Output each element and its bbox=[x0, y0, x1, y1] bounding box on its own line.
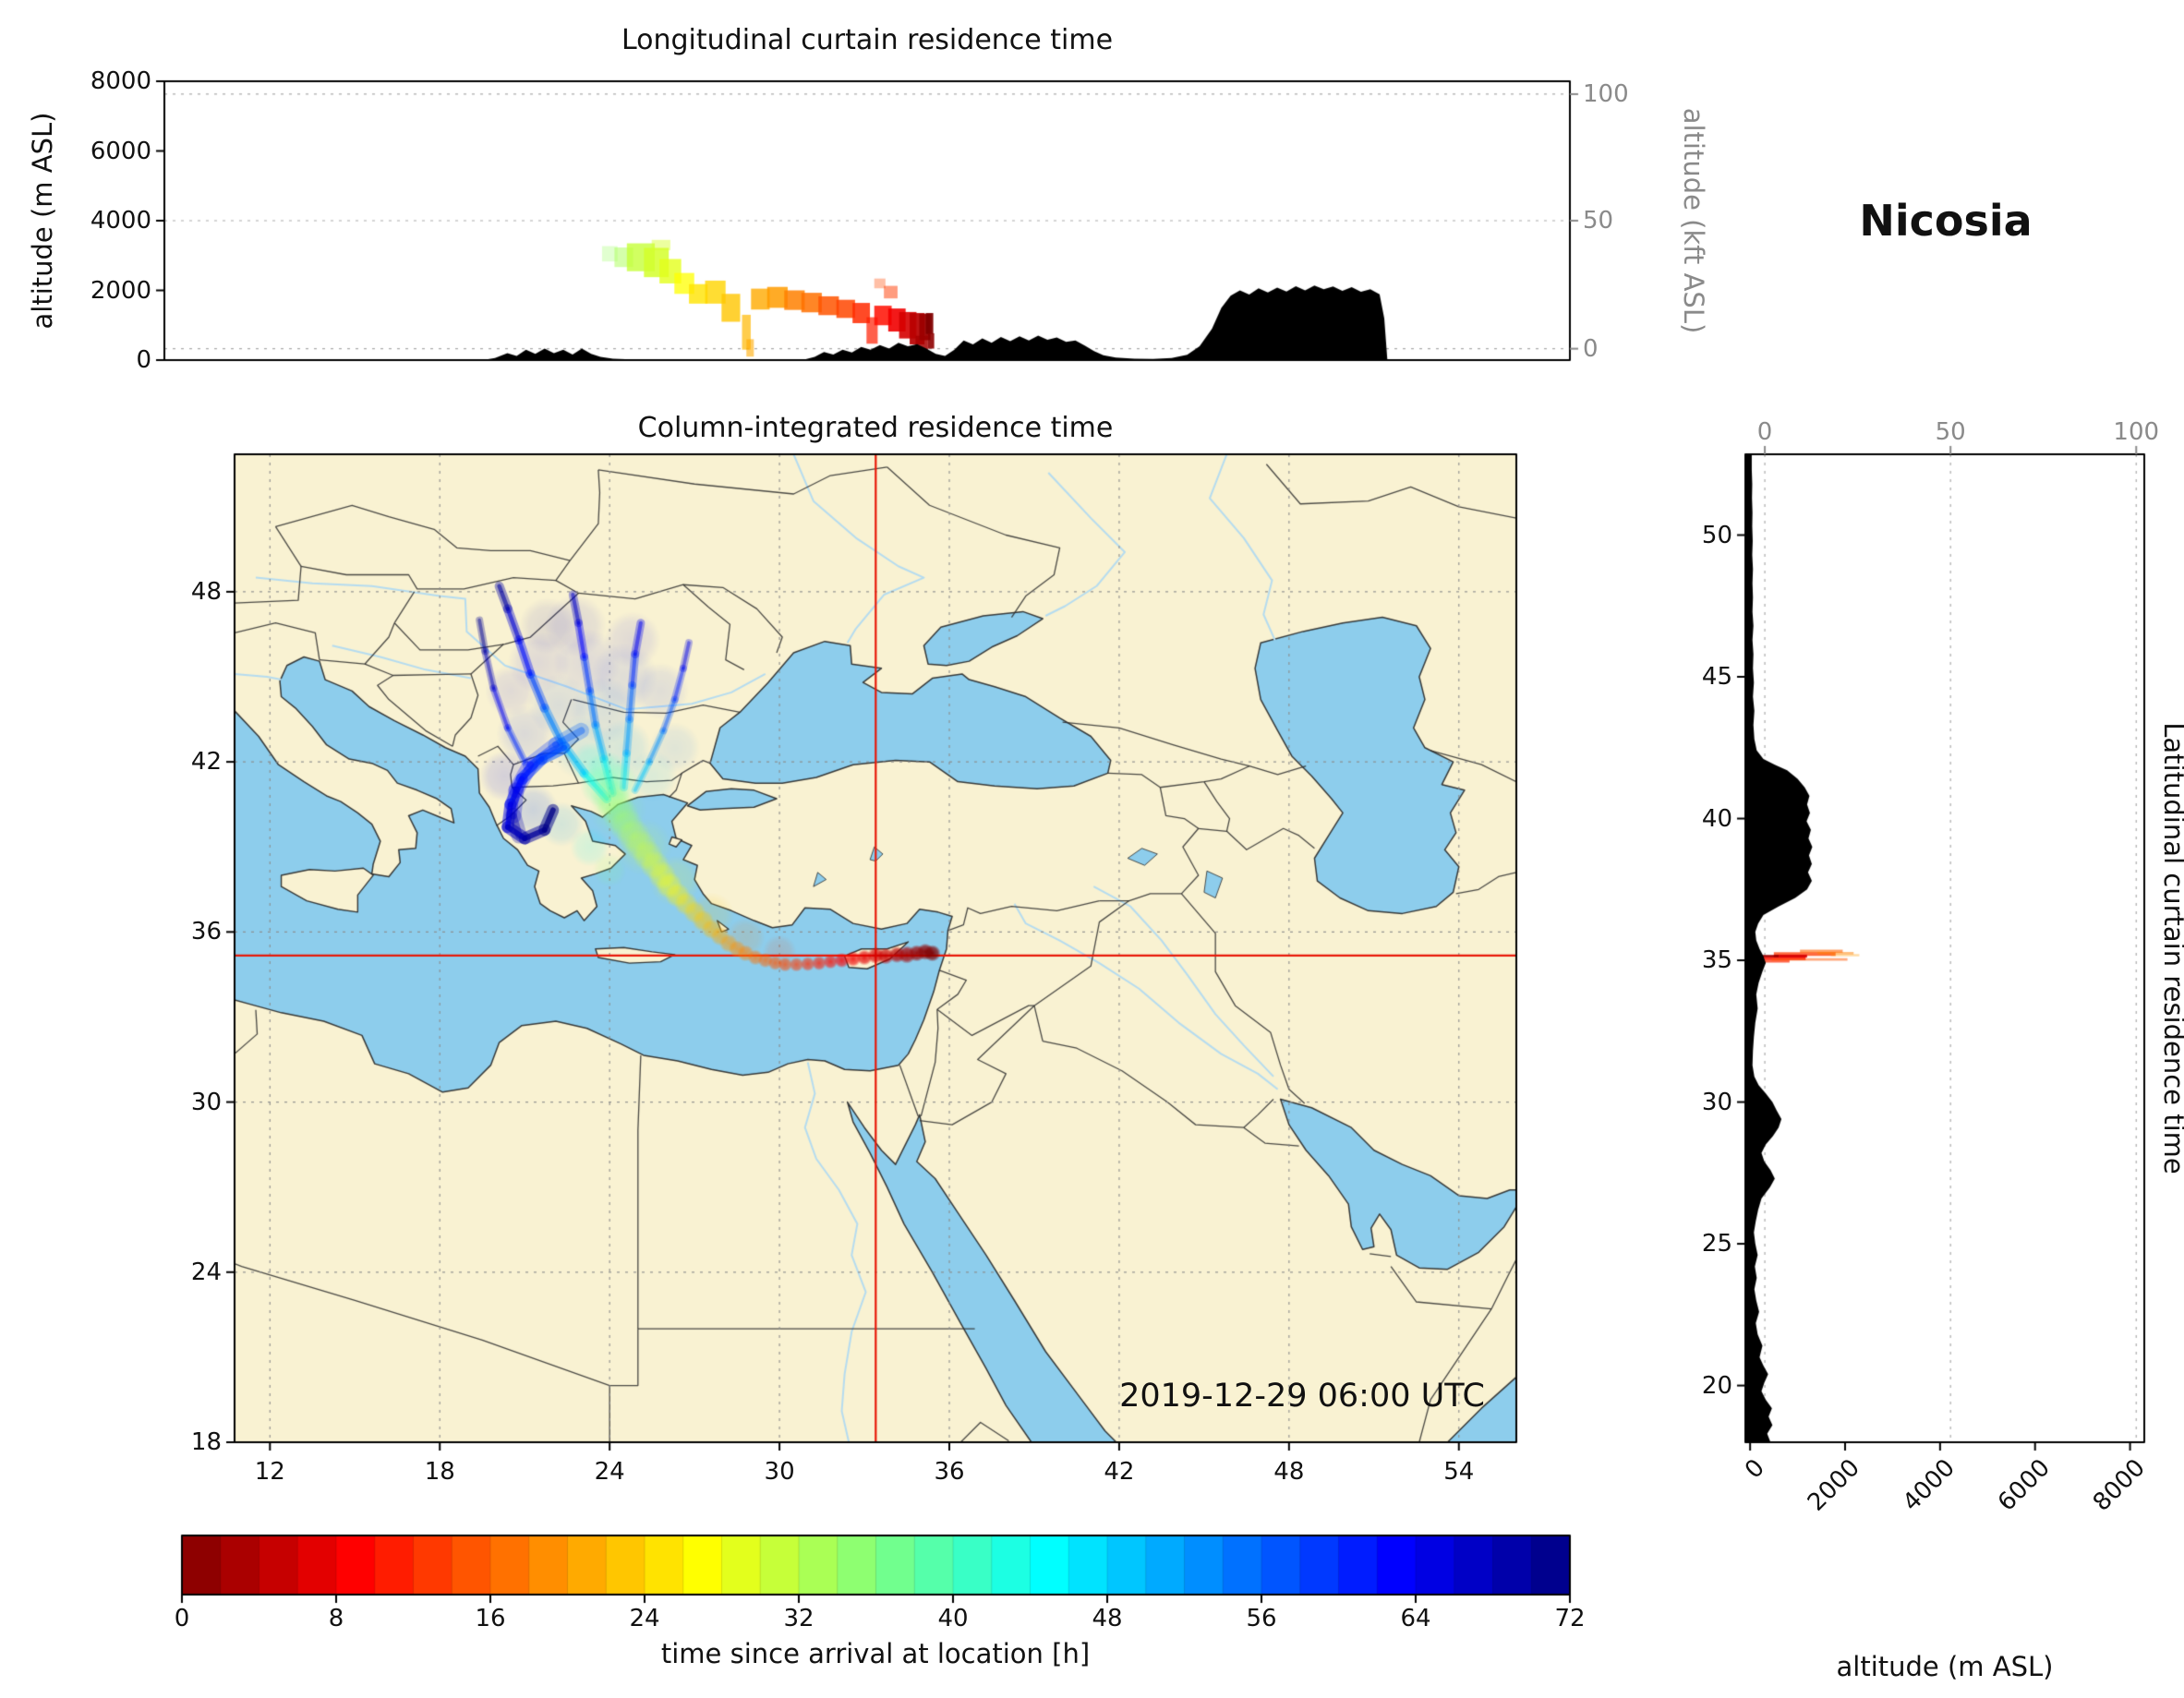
figure-canvas bbox=[0, 0, 2184, 1698]
figure-root: Longitudinal curtain residence time alti… bbox=[0, 0, 2184, 1698]
